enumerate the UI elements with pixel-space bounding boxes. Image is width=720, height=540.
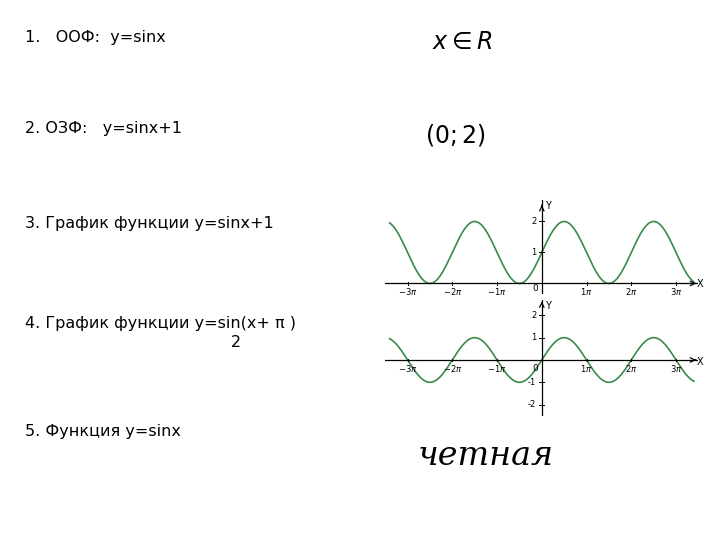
Text: $-1\pi$: $-1\pi$ bbox=[487, 363, 507, 374]
Text: 4. График функции y=sin(x+ π ): 4. График функции y=sin(x+ π ) bbox=[25, 316, 296, 331]
Text: 2: 2 bbox=[531, 311, 536, 320]
Text: 5. Функция y=sinx: 5. Функция y=sinx bbox=[25, 424, 181, 439]
Text: $1\pi$: $1\pi$ bbox=[580, 286, 593, 298]
Text: $1\pi$: $1\pi$ bbox=[580, 363, 593, 374]
Text: $-3\pi$: $-3\pi$ bbox=[398, 286, 418, 298]
Text: $x \in R$: $x \in R$ bbox=[432, 30, 492, 53]
Text: четная: четная bbox=[418, 440, 554, 472]
Text: $-1\pi$: $-1\pi$ bbox=[487, 286, 507, 298]
Text: 1: 1 bbox=[531, 248, 536, 257]
Text: $2\pi$: $2\pi$ bbox=[625, 363, 637, 374]
Text: X: X bbox=[697, 357, 703, 367]
Text: 0: 0 bbox=[532, 364, 538, 374]
Text: 0: 0 bbox=[532, 285, 538, 293]
Text: $-3\pi$: $-3\pi$ bbox=[398, 363, 418, 374]
Text: Y: Y bbox=[545, 301, 551, 311]
Text: $3\pi$: $3\pi$ bbox=[670, 286, 683, 298]
Text: 2: 2 bbox=[531, 217, 536, 226]
Text: 2. ОЗФ:   y=sinx+1: 2. ОЗФ: y=sinx+1 bbox=[25, 122, 182, 137]
Text: Y: Y bbox=[545, 201, 551, 212]
Text: -1: -1 bbox=[528, 378, 536, 387]
Text: 1: 1 bbox=[531, 333, 536, 342]
Text: $(0;2)$: $(0;2)$ bbox=[425, 122, 486, 147]
Text: 3. График функции y=sinx+1: 3. График функции y=sinx+1 bbox=[25, 216, 274, 231]
Text: $-2\pi$: $-2\pi$ bbox=[443, 286, 462, 298]
Text: 2: 2 bbox=[230, 335, 240, 350]
Text: X: X bbox=[697, 279, 703, 289]
Text: $3\pi$: $3\pi$ bbox=[670, 363, 683, 374]
Text: $-2\pi$: $-2\pi$ bbox=[443, 363, 462, 374]
Text: $2\pi$: $2\pi$ bbox=[625, 286, 637, 298]
Text: 1.   ООФ:  y=sinx: 1. ООФ: y=sinx bbox=[25, 30, 166, 45]
Text: -2: -2 bbox=[528, 400, 536, 409]
